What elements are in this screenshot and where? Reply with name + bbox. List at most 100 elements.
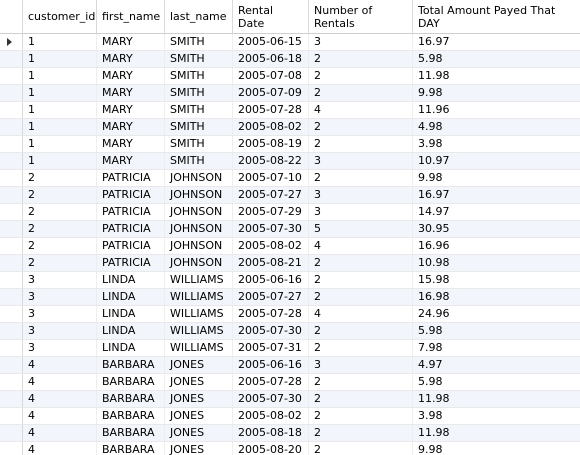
column-header-rental-date[interactable]: Rental Date (233, 0, 309, 33)
cell-total-amount[interactable]: 9.98 (418, 86, 443, 99)
table-row[interactable]: 4 BARBARA JONES 2005-08-18 2 11.98 (0, 425, 580, 442)
cell-number-of-rentals[interactable]: 2 (309, 374, 413, 390)
cell-first-name[interactable]: MARY (97, 102, 165, 118)
row-header[interactable] (0, 340, 23, 356)
cell-number-of-rentals[interactable]: 3 (309, 357, 413, 373)
table-row[interactable]: 3 LINDA WILLIAMS 2005-07-30 2 5.98 (0, 323, 580, 340)
table-row[interactable]: 3 LINDA WILLIAMS 2005-07-27 2 16.98 (0, 289, 580, 306)
cell-rental-date[interactable]: 2005-08-02 (233, 408, 309, 424)
table-row[interactable]: 2 PATRICIA JOHNSON 2005-07-10 2 9.98 (0, 170, 580, 187)
cell-rental-date[interactable]: 2005-07-09 (233, 85, 309, 101)
cell-number-of-rentals[interactable]: 2 (309, 136, 413, 152)
cell-customer-id[interactable]: 1 (23, 102, 97, 118)
row-header[interactable] (0, 255, 23, 271)
table-row[interactable]: 2 PATRICIA JOHNSON 2005-07-30 5 30.95 (0, 221, 580, 238)
cell-number-of-rentals[interactable]: 2 (309, 85, 413, 101)
cell-last-name[interactable]: WILLIAMS (165, 306, 233, 322)
cell-number-of-rentals[interactable]: 2 (309, 255, 413, 271)
cell-last-name[interactable]: JOHNSON (165, 238, 233, 254)
cell-rental-date[interactable]: 2005-07-08 (233, 68, 309, 84)
row-header[interactable] (0, 306, 23, 322)
cell-customer-id[interactable]: 4 (23, 357, 97, 373)
cell-rental-date[interactable]: 2005-08-18 (233, 425, 309, 441)
row-header[interactable] (0, 374, 23, 390)
row-header[interactable] (0, 34, 23, 50)
cell-customer-id[interactable]: 2 (23, 255, 97, 271)
cell-total-amount[interactable]: 16.98 (418, 290, 450, 303)
table-row[interactable]: 1 MARY SMITH 2005-08-02 2 4.98 (0, 119, 580, 136)
table-row[interactable]: 1 MARY SMITH 2005-08-19 2 3.98 (0, 136, 580, 153)
cell-last-name[interactable]: SMITH (165, 34, 233, 50)
cell-number-of-rentals[interactable]: 4 (309, 102, 413, 118)
cell-rental-date[interactable]: 2005-06-15 (233, 34, 309, 50)
cell-total-amount[interactable]: 3.98 (418, 409, 443, 422)
cell-first-name[interactable]: LINDA (97, 306, 165, 322)
table-row[interactable]: 4 BARBARA JONES 2005-08-02 2 3.98 (0, 408, 580, 425)
cell-total-amount[interactable]: 5.98 (418, 375, 443, 388)
cell-total-amount[interactable]: 10.97 (418, 154, 450, 167)
cell-customer-id[interactable]: 3 (23, 340, 97, 356)
cell-rental-date[interactable]: 2005-06-16 (233, 357, 309, 373)
cell-customer-id[interactable]: 2 (23, 221, 97, 237)
cell-first-name[interactable]: PATRICIA (97, 187, 165, 203)
cell-rental-date[interactable]: 2005-07-30 (233, 221, 309, 237)
cell-last-name[interactable]: JOHNSON (165, 255, 233, 271)
cell-first-name[interactable]: LINDA (97, 323, 165, 339)
cell-number-of-rentals[interactable]: 2 (309, 425, 413, 441)
cell-customer-id[interactable]: 1 (23, 51, 97, 67)
cell-total-amount[interactable]: 10.98 (418, 256, 450, 269)
row-header[interactable] (0, 204, 23, 220)
cell-number-of-rentals[interactable]: 2 (309, 442, 413, 455)
cell-customer-id[interactable]: 1 (23, 68, 97, 84)
cell-rental-date[interactable]: 2005-08-21 (233, 255, 309, 271)
cell-customer-id[interactable]: 2 (23, 204, 97, 220)
cell-number-of-rentals[interactable]: 2 (309, 391, 413, 407)
cell-first-name[interactable]: MARY (97, 153, 165, 169)
cell-first-name[interactable]: MARY (97, 68, 165, 84)
row-header[interactable] (0, 357, 23, 373)
cell-total-amount[interactable]: 11.96 (418, 103, 450, 116)
cell-number-of-rentals[interactable]: 2 (309, 68, 413, 84)
row-header[interactable] (0, 272, 23, 288)
cell-number-of-rentals[interactable]: 2 (309, 340, 413, 356)
cell-customer-id[interactable]: 4 (23, 425, 97, 441)
cell-customer-id[interactable]: 3 (23, 272, 97, 288)
cell-rental-date[interactable]: 2005-08-22 (233, 153, 309, 169)
cell-rental-date[interactable]: 2005-08-19 (233, 136, 309, 152)
cell-rental-date[interactable]: 2005-06-16 (233, 272, 309, 288)
cell-total-amount[interactable]: 30.95 (418, 222, 450, 235)
cell-last-name[interactable]: JONES (165, 374, 233, 390)
table-row[interactable]: 2 PATRICIA JOHNSON 2005-08-02 4 16.96 (0, 238, 580, 255)
cell-first-name[interactable]: BARBARA (97, 374, 165, 390)
cell-total-amount[interactable]: 24.96 (418, 307, 450, 320)
cell-customer-id[interactable]: 3 (23, 306, 97, 322)
cell-customer-id[interactable]: 1 (23, 136, 97, 152)
cell-last-name[interactable]: WILLIAMS (165, 272, 233, 288)
cell-total-amount[interactable]: 3.98 (418, 137, 443, 150)
cell-rental-date[interactable]: 2005-07-10 (233, 170, 309, 186)
cell-last-name[interactable]: SMITH (165, 85, 233, 101)
table-row[interactable]: 1 MARY SMITH 2005-07-28 4 11.96 (0, 102, 580, 119)
cell-number-of-rentals[interactable]: 5 (309, 221, 413, 237)
cell-customer-id[interactable]: 3 (23, 323, 97, 339)
row-header[interactable] (0, 289, 23, 305)
table-row[interactable]: 3 LINDA WILLIAMS 2005-07-28 4 24.96 (0, 306, 580, 323)
table-row[interactable]: 1 MARY SMITH 2005-07-08 2 11.98 (0, 68, 580, 85)
cell-number-of-rentals[interactable]: 3 (309, 153, 413, 169)
cell-total-amount[interactable]: 11.98 (418, 426, 450, 439)
cell-number-of-rentals[interactable]: 3 (309, 34, 413, 50)
cell-customer-id[interactable]: 2 (23, 187, 97, 203)
cell-first-name[interactable]: MARY (97, 136, 165, 152)
row-header[interactable] (0, 170, 23, 186)
cell-total-amount[interactable]: 9.98 (418, 171, 443, 184)
cell-number-of-rentals[interactable]: 4 (309, 238, 413, 254)
cell-total-amount[interactable]: 16.96 (418, 239, 450, 252)
cell-total-amount[interactable]: 14.97 (418, 205, 450, 218)
row-header[interactable] (0, 238, 23, 254)
cell-rental-date[interactable]: 2005-07-29 (233, 204, 309, 220)
cell-first-name[interactable]: PATRICIA (97, 221, 165, 237)
cell-number-of-rentals[interactable]: 2 (309, 170, 413, 186)
table-row[interactable]: 4 BARBARA JONES 2005-06-16 3 4.97 (0, 357, 580, 374)
cell-rental-date[interactable]: 2005-06-18 (233, 51, 309, 67)
